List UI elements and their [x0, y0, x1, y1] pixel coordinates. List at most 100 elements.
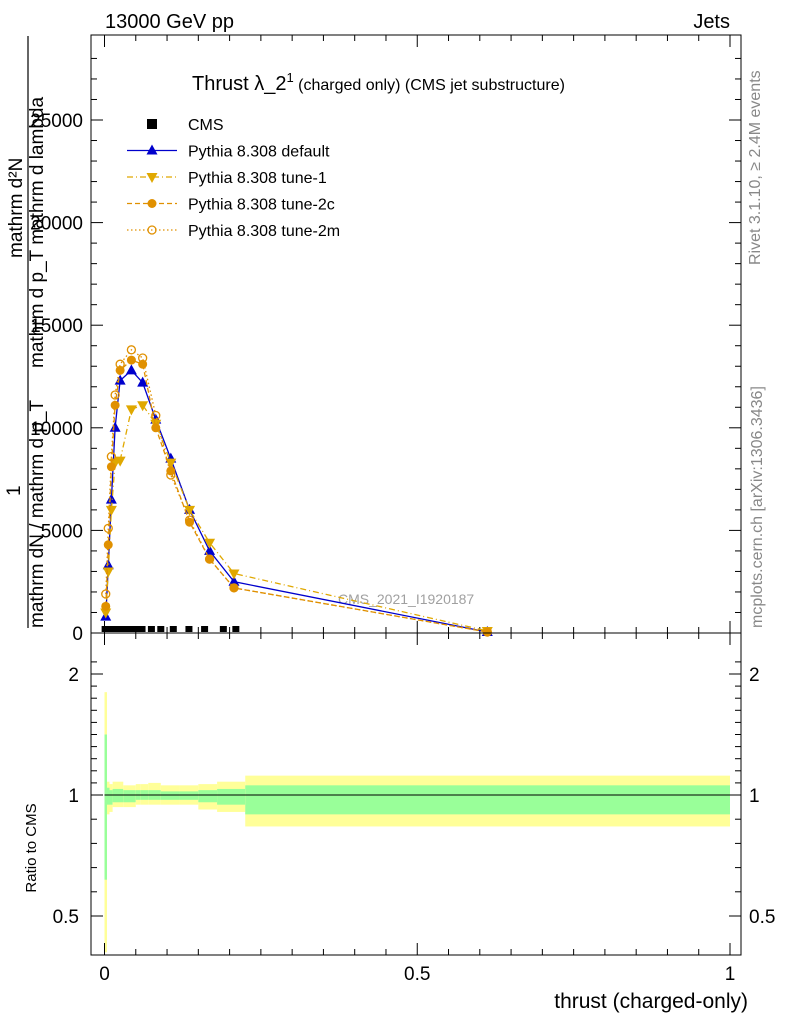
legend-label: Pythia 8.308 tune-1 [188, 170, 327, 187]
data-point [106, 462, 116, 472]
ylabel-line-2: mathrm d p_T mathrm d lambda [27, 97, 48, 368]
data-point [112, 626, 120, 632]
legend-marker [147, 225, 157, 235]
x-axis-label: thrust (charged-only) [554, 990, 748, 1013]
data-point [137, 401, 149, 412]
data-point [147, 626, 155, 632]
data-point [110, 390, 120, 400]
ratio-y-tick-label-right: 1 [749, 786, 760, 807]
main-y-tick-label: 25000 [30, 111, 83, 132]
ratio-band-green [217, 788, 246, 805]
main-y-tick-label: 0 [72, 624, 83, 645]
data-point [126, 345, 137, 355]
legend-marker [147, 119, 157, 129]
data-point [137, 376, 149, 387]
ratio-ticks: 0.5 0.5 1 1 2 2 0 0.5 1 [53, 633, 775, 985]
data-point [114, 456, 126, 467]
data-point [120, 626, 128, 632]
data-point [102, 567, 114, 578]
data-point [101, 601, 111, 611]
ylabel-line-4: mathrm dN / mathrm d p_T [27, 400, 48, 628]
ratio-band-green [245, 785, 731, 815]
energy-label: 13000 GeV pp [105, 11, 234, 33]
x-tick-label: 0 [99, 964, 110, 985]
ratio-bands [104, 692, 731, 953]
data-point [169, 626, 177, 632]
data-point [105, 505, 117, 516]
data-point [100, 608, 112, 619]
data-point [232, 626, 240, 632]
data-point [185, 626, 193, 632]
data-point [482, 627, 492, 637]
series-line [105, 348, 488, 633]
data-point [184, 515, 195, 525]
series-layer [100, 345, 493, 637]
data-point [126, 626, 134, 632]
ratio-y-tick-label: 2 [68, 665, 79, 686]
data-point [138, 626, 146, 632]
data-point [205, 554, 215, 564]
series-4 [101, 345, 492, 637]
rivet-note: Rivet 3.1.10, ≥ 2.4M events [747, 70, 764, 265]
plot-title: Thrust λ_21 (charged only) (CMS jet subs… [192, 70, 565, 95]
data-point [151, 423, 161, 433]
data-point [157, 626, 165, 632]
ratio-y-tick-label: 0.5 [53, 907, 79, 928]
ratio-band-green [104, 734, 108, 880]
main-y-tick-label: 15000 [30, 316, 83, 337]
main-y-tick-label: 5000 [41, 521, 83, 542]
data-point [132, 626, 140, 632]
main-y-axis-label: mathrm d²N mathrm d p_T mathrm d lambda … [4, 36, 48, 628]
data-point [151, 410, 161, 421]
data-point [101, 589, 111, 599]
ratio-band-green [123, 790, 136, 803]
title-rest: (charged only) (CMS jet substructure) [294, 77, 565, 94]
ylabel-line-1: mathrm d²N [6, 158, 27, 258]
legend-label: CMS [188, 117, 224, 134]
data-point [114, 374, 126, 385]
data-point [204, 554, 215, 564]
data-point [103, 523, 113, 533]
data-point [184, 505, 196, 516]
ylabel-line-3: 1 [4, 485, 25, 496]
ratio-y-axis-label: Ratio to CMS [23, 803, 40, 892]
main-y-ticks [91, 35, 741, 634]
data-point [109, 421, 121, 432]
data-point [125, 364, 137, 375]
category-label: Jets [693, 11, 730, 33]
x-tick-label: 0.5 [404, 964, 430, 985]
ratio-band-green [112, 788, 124, 803]
legend-marker [146, 144, 158, 155]
legend-entry: Pythia 8.308 tune-2c [127, 197, 335, 214]
data-point [219, 626, 227, 632]
data-point [125, 405, 137, 416]
legend-marker [146, 173, 158, 183]
ratio-frame-border [90, 632, 742, 956]
ratio-y-tick-label-right: 2 [749, 665, 760, 686]
legend-entry: Pythia 8.308 default [127, 144, 330, 161]
source-note: mcplots.cern.ch [arXiv:1306.3436] [749, 386, 766, 628]
data-point [126, 355, 136, 365]
data-point [138, 353, 148, 363]
ratio-band-green [107, 787, 110, 805]
data-point [482, 627, 492, 637]
legend-entry: Pythia 8.308 tune-1 [127, 170, 327, 187]
legend-label: Pythia 8.308 default [188, 144, 330, 161]
legend: CMS Pythia 8.308 default Pythia 8.308 tune… [127, 117, 340, 240]
main-y-tick-label: 10000 [30, 419, 83, 440]
data-point [105, 493, 117, 504]
legend-entry: Pythia 8.308 tune-2m [127, 223, 340, 240]
data-point [166, 470, 176, 480]
ratio-band-green [198, 790, 218, 803]
legend-label: Pythia 8.308 tune-2c [188, 197, 335, 214]
data-point [106, 451, 117, 462]
data-point [228, 569, 240, 580]
analysis-watermark: CMS_2021_I1920187 [338, 591, 474, 607]
main-y-tick-labels: 0 5000 10000 15000 20000 25000 [30, 111, 83, 645]
ratio-y-tick-label: 1 [68, 786, 79, 807]
data-point [204, 538, 216, 549]
series-3 [101, 355, 492, 637]
ratio-band-green [160, 791, 180, 800]
legend-label: Pythia 8.308 tune-2m [188, 223, 340, 240]
